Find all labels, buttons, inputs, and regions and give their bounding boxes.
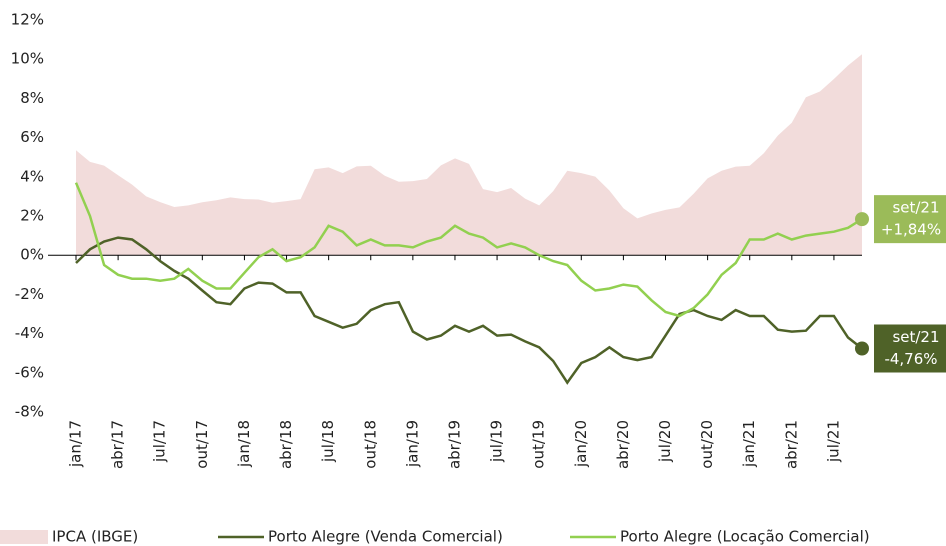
y-tick-label: 0% <box>20 246 44 264</box>
annotation-date: set/21 <box>892 199 939 217</box>
y-tick-label: 12% <box>11 11 44 29</box>
annotation-label: -4,76% <box>884 350 937 368</box>
x-tick-label: jan/20 <box>572 420 590 468</box>
x-tick-label: out/20 <box>698 420 716 469</box>
x-tick-label: abr/20 <box>614 420 632 469</box>
legend-label: IPCA (IBGE) <box>52 528 138 546</box>
end-dot <box>855 212 869 227</box>
x-tick-label: jul/19 <box>488 420 506 463</box>
annotation-box <box>874 324 946 373</box>
y-tick-label: 6% <box>20 128 44 146</box>
y-tick-label: -8% <box>15 403 44 421</box>
legend-label: Porto Alegre (Locação Comercial) <box>620 528 870 546</box>
annotation-date: set/21 <box>892 328 939 346</box>
x-tick-label: jul/21 <box>824 420 842 463</box>
x-tick-label: jan/18 <box>235 420 253 468</box>
y-tick-label: 8% <box>20 89 44 107</box>
y-tick-label: -6% <box>15 363 44 381</box>
x-tick-label: abr/17 <box>109 420 127 469</box>
x-tick-label: jan/19 <box>403 420 421 468</box>
x-tick-label: out/19 <box>530 420 548 469</box>
annotation-label: +1,84% <box>881 221 941 239</box>
x-tick-label: jul/18 <box>319 420 337 463</box>
area <box>76 54 862 256</box>
y-tick-label: 10% <box>11 50 44 68</box>
x-tick-label: out/17 <box>193 420 211 469</box>
legend-swatch <box>0 530 48 544</box>
x-tick-label: abr/19 <box>445 420 463 469</box>
x-tick-label: jan/17 <box>67 420 85 468</box>
x-tick-label: out/18 <box>361 420 379 469</box>
x-tick-label: abr/21 <box>782 420 800 469</box>
line <box>74 182 863 318</box>
y-tick-label: 2% <box>20 207 44 225</box>
x-tick-label: abr/18 <box>277 420 295 469</box>
annotation-box <box>874 195 946 244</box>
legend-label: Porto Alegre (Venda Comercial) <box>268 528 503 546</box>
x-tick-label: jul/20 <box>656 420 674 463</box>
y-tick-label: -4% <box>15 324 44 342</box>
line <box>75 236 863 385</box>
y-tick-label: -2% <box>15 285 44 303</box>
x-tick-label: jul/17 <box>151 420 169 463</box>
x-tick-label: jan/21 <box>740 420 758 468</box>
y-tick-label: 4% <box>20 167 44 185</box>
end-dot <box>855 341 869 356</box>
